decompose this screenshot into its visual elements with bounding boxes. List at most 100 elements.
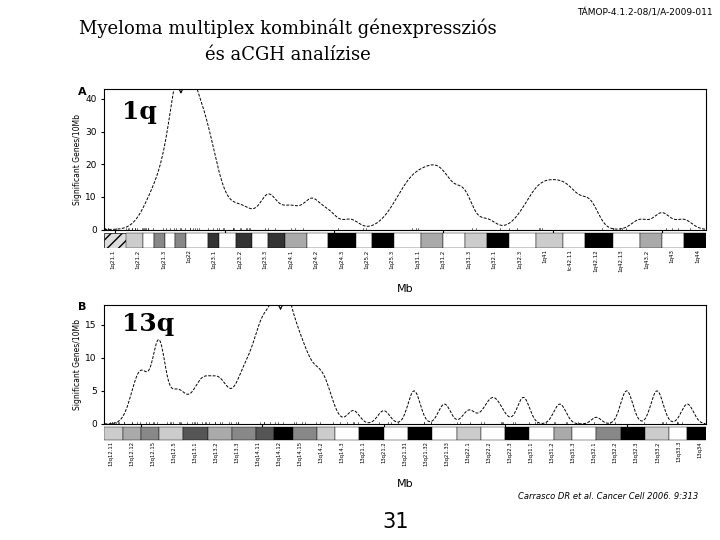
Bar (104, 427, 122, 441)
Bar (164, 233, 176, 247)
Text: tc42.11: tc42.11 (568, 249, 573, 270)
Text: Carrasco DR et al. Cancer Cell 2006. 9:313: Carrasco DR et al. Cancer Cell 2006. 9:3… (518, 492, 698, 501)
Text: 13q34: 13q34 (697, 441, 702, 458)
Text: 13q32.1: 13q32.1 (592, 441, 597, 463)
Text: 1q21.3: 1q21.3 (161, 249, 166, 268)
Text: 13q21.1: 13q21.1 (361, 441, 366, 463)
Bar (307, 233, 328, 247)
Text: Mb: Mb (397, 478, 413, 489)
Text: 13q22.1: 13q22.1 (466, 441, 471, 463)
Bar (184, 427, 207, 441)
Bar (122, 427, 141, 441)
Bar (207, 427, 232, 441)
Bar (585, 233, 613, 247)
Bar (219, 233, 235, 247)
Bar (640, 233, 662, 247)
Text: 13q14.11: 13q14.11 (255, 441, 260, 466)
Text: 1q21.2: 1q21.2 (135, 249, 140, 268)
Text: 13q21.32: 13q21.32 (423, 441, 428, 466)
Text: 13q31.1: 13q31.1 (528, 441, 534, 463)
Text: 13q21.33: 13q21.33 (444, 441, 449, 466)
Bar (235, 233, 252, 247)
Text: 13q31.2: 13q31.2 (550, 441, 555, 463)
Bar (572, 427, 596, 441)
Bar (536, 233, 564, 247)
Text: 1q21.1: 1q21.1 (110, 249, 115, 268)
Bar (509, 233, 536, 247)
Text: 13q13.3: 13q13.3 (234, 441, 239, 463)
Text: 13q14.2: 13q14.2 (318, 441, 323, 463)
Text: 13q22.3: 13q22.3 (508, 441, 513, 463)
Text: 13q32.2: 13q32.2 (613, 441, 618, 463)
Text: Mb: Mb (397, 284, 413, 294)
Text: 13q12.15: 13q12.15 (150, 441, 155, 466)
Text: B: B (78, 302, 86, 313)
Bar (662, 233, 684, 247)
Text: 1q31.2: 1q31.2 (441, 249, 446, 268)
Y-axis label: Significant Genes/10Mb: Significant Genes/10Mb (73, 319, 83, 410)
Text: 13q33.3: 13q33.3 (676, 441, 681, 462)
Bar (208, 233, 219, 247)
Bar (554, 427, 572, 441)
Bar (372, 233, 394, 247)
Text: TÁMOP-4.1.2-08/1/A-2009-011: TÁMOP-4.1.2-08/1/A-2009-011 (577, 8, 713, 17)
Bar (465, 233, 487, 247)
Bar (529, 427, 554, 441)
Bar (153, 233, 165, 247)
Bar (444, 233, 465, 247)
Bar (669, 427, 688, 441)
Text: és aCGH analízise: és aCGH analízise (205, 46, 371, 64)
Text: 1q32.1: 1q32.1 (492, 249, 497, 268)
Text: 31: 31 (383, 512, 409, 532)
Bar (688, 427, 706, 441)
Bar (232, 427, 256, 441)
Text: 1q23.1: 1q23.1 (212, 249, 217, 268)
Y-axis label: Significant Genes/10Mb: Significant Genes/10Mb (73, 114, 83, 205)
Text: A: A (78, 87, 86, 98)
Text: 1q42.12: 1q42.12 (593, 249, 598, 272)
Text: 1q43.2: 1q43.2 (644, 249, 649, 268)
Text: 1q43: 1q43 (670, 249, 675, 264)
Bar (186, 233, 208, 247)
Bar (141, 427, 159, 441)
Text: 13q13.1: 13q13.1 (192, 441, 197, 463)
Text: 1q25.2: 1q25.2 (364, 249, 369, 268)
Text: Myeloma multiplex kombinált génexpressziós: Myeloma multiplex kombinált génexpresszi… (79, 19, 497, 38)
Bar (317, 427, 336, 441)
Bar (596, 427, 621, 441)
Text: 1q42.13: 1q42.13 (618, 249, 624, 272)
Bar (645, 427, 669, 441)
Text: 1q23.3: 1q23.3 (263, 249, 268, 268)
Bar (481, 427, 505, 441)
Text: 13q14.15: 13q14.15 (297, 441, 302, 466)
Bar (408, 427, 432, 441)
Bar (456, 427, 481, 441)
Bar (356, 233, 372, 247)
Bar (336, 427, 359, 441)
Bar (384, 427, 408, 441)
Bar (252, 233, 269, 247)
Bar (421, 233, 444, 247)
Text: 1q41: 1q41 (542, 249, 547, 264)
Text: 1q32.3: 1q32.3 (517, 249, 522, 268)
Text: 13q13.2: 13q13.2 (213, 441, 218, 463)
Bar (613, 233, 640, 247)
Bar (159, 427, 184, 441)
Bar (176, 233, 186, 247)
Bar (285, 233, 307, 247)
Text: 13q22.2: 13q22.2 (487, 441, 492, 463)
Text: 1q44: 1q44 (695, 249, 700, 264)
Text: 1q24.1: 1q24.1 (288, 249, 293, 268)
Text: 1q23.2: 1q23.2 (237, 249, 242, 268)
Text: 13q14.3: 13q14.3 (339, 441, 344, 463)
Text: 13q14.12: 13q14.12 (276, 441, 282, 466)
Bar (126, 233, 143, 247)
Bar (432, 427, 456, 441)
Text: 13q12.11: 13q12.11 (108, 441, 113, 466)
Text: 1q24.2: 1q24.2 (313, 249, 318, 268)
Text: 1q24.3: 1q24.3 (339, 249, 344, 268)
Text: 13q31.3: 13q31.3 (571, 441, 576, 463)
Bar (328, 233, 356, 247)
Bar (274, 427, 292, 441)
Bar (359, 427, 384, 441)
